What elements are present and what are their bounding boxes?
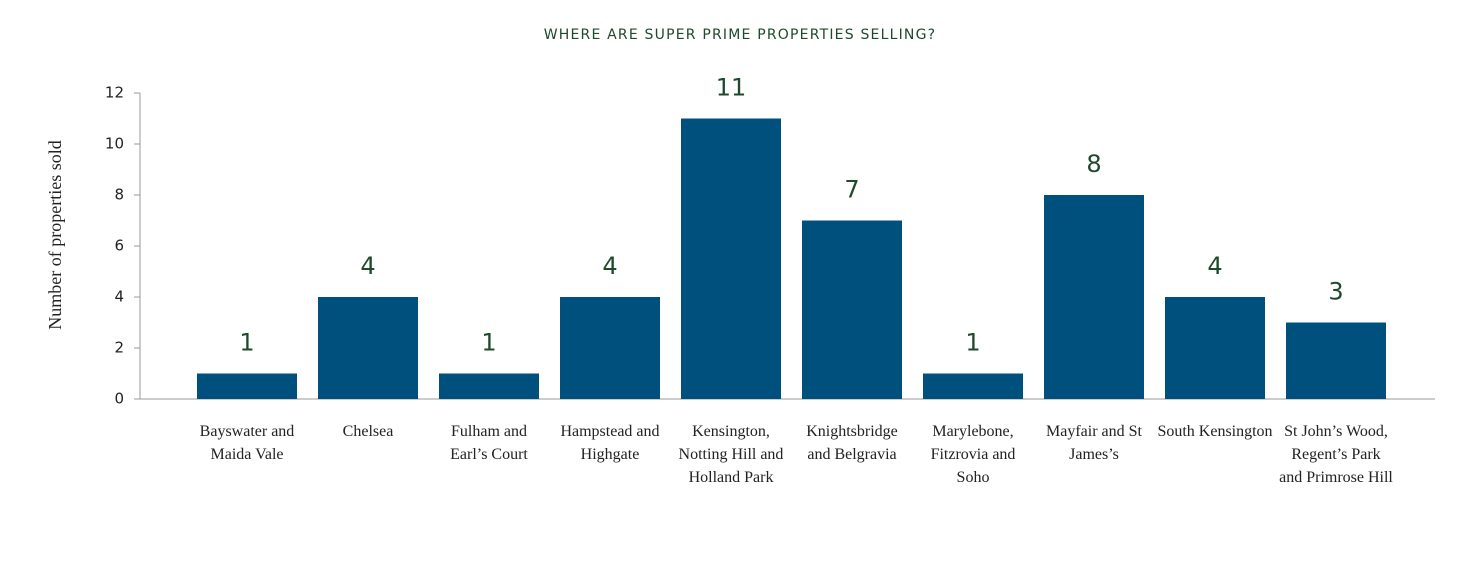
bar <box>1286 322 1386 399</box>
x-tick-label: Chelsea <box>342 423 394 440</box>
value-label: 11 <box>716 74 747 102</box>
y-tick-label: 4 <box>114 288 124 306</box>
y-tick-label: 10 <box>105 135 124 153</box>
x-tick-label: Knightsbridge and Belgravia <box>806 423 898 463</box>
value-label: 1 <box>965 329 980 357</box>
value-label: 8 <box>1086 150 1101 178</box>
value-label: 1 <box>239 329 254 357</box>
bar <box>197 373 297 399</box>
bar <box>681 118 781 399</box>
value-label: 4 <box>360 252 375 280</box>
value-label: 4 <box>602 252 617 280</box>
x-tick-label: Bayswater and Maida Vale <box>199 423 295 463</box>
x-tick-label: Mayfair and St James’s <box>1046 423 1142 463</box>
y-axis-label: Number of properties sold <box>45 140 65 329</box>
value-label: 4 <box>1207 252 1222 280</box>
x-tick-label: St John’s Wood, Regent’s Park and Primro… <box>1279 423 1393 486</box>
bar <box>439 373 539 399</box>
y-tick-label: 0 <box>114 390 124 408</box>
bar <box>923 373 1023 399</box>
y-tick-label: 12 <box>105 84 124 102</box>
value-label: 7 <box>844 176 859 204</box>
x-tick-label: Marylebone, Fitzrovia and Soho <box>930 423 1016 486</box>
bar <box>560 297 660 399</box>
x-tick-label: Kensington, Notting Hill and Holland Par… <box>678 423 784 486</box>
bar <box>1044 195 1144 399</box>
bar <box>318 297 418 399</box>
y-tick-label: 6 <box>114 237 124 255</box>
y-tick-label: 8 <box>114 186 124 204</box>
value-label: 1 <box>481 329 496 357</box>
value-label: 3 <box>1328 278 1343 306</box>
x-tick-label: Hampstead and Highgate <box>560 423 660 463</box>
bar <box>1165 297 1265 399</box>
chart-title: WHERE ARE SUPER PRIME PROPERTIES SELLING… <box>544 27 937 43</box>
y-tick-label: 2 <box>114 339 124 357</box>
x-tick-label: Fulham and Earl’s Court <box>450 423 528 463</box>
bar <box>802 220 902 399</box>
x-tick-label: South Kensington <box>1157 423 1273 440</box>
